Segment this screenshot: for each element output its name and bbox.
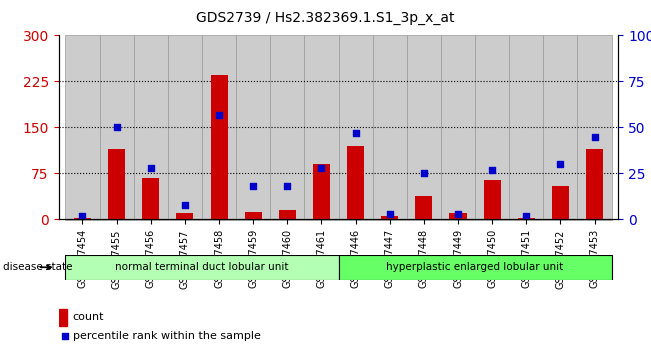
Bar xyxy=(544,35,577,220)
Point xyxy=(111,125,122,130)
Point xyxy=(555,161,566,167)
Point xyxy=(214,112,224,118)
Text: count: count xyxy=(73,312,104,322)
Point xyxy=(316,165,327,171)
Point xyxy=(487,167,497,173)
Bar xyxy=(65,35,100,220)
Bar xyxy=(441,35,475,220)
Bar xyxy=(407,35,441,220)
Text: disease state: disease state xyxy=(3,262,72,272)
Bar xyxy=(108,149,125,219)
FancyBboxPatch shape xyxy=(339,255,612,280)
Bar xyxy=(586,149,603,219)
Bar xyxy=(518,218,535,219)
Bar xyxy=(552,186,569,219)
Point xyxy=(77,213,88,219)
Point xyxy=(248,183,258,189)
Point xyxy=(385,211,395,217)
Bar xyxy=(168,35,202,220)
Bar xyxy=(142,178,159,219)
Point xyxy=(419,171,429,176)
Bar xyxy=(484,179,501,219)
Bar xyxy=(475,35,509,220)
Bar xyxy=(133,35,168,220)
Text: percentile rank within the sample: percentile rank within the sample xyxy=(73,331,260,341)
Bar xyxy=(245,212,262,219)
Point xyxy=(180,202,190,207)
Bar xyxy=(176,213,193,219)
Text: hyperplastic enlarged lobular unit: hyperplastic enlarged lobular unit xyxy=(387,262,564,272)
Point xyxy=(282,183,292,189)
Point xyxy=(146,165,156,171)
Bar xyxy=(372,35,407,220)
Bar xyxy=(509,35,544,220)
Bar xyxy=(313,164,330,219)
Bar xyxy=(202,35,236,220)
Text: GDS2739 / Hs2.382369.1.S1_3p_x_at: GDS2739 / Hs2.382369.1.S1_3p_x_at xyxy=(196,11,455,25)
FancyBboxPatch shape xyxy=(65,255,339,280)
Bar xyxy=(415,196,432,219)
Text: normal terminal duct lobular unit: normal terminal duct lobular unit xyxy=(115,262,289,272)
Bar xyxy=(74,218,91,219)
Point xyxy=(589,134,600,139)
Bar xyxy=(270,35,305,220)
Point xyxy=(395,226,405,232)
Bar xyxy=(100,35,133,220)
Point xyxy=(521,213,531,219)
Point xyxy=(350,130,361,136)
Bar xyxy=(236,35,270,220)
Bar xyxy=(381,216,398,219)
Bar xyxy=(339,35,372,220)
Bar xyxy=(210,75,228,219)
Point xyxy=(453,211,464,217)
Bar xyxy=(279,210,296,219)
Bar xyxy=(59,309,67,326)
Bar xyxy=(577,35,612,220)
Bar xyxy=(347,146,364,219)
Bar xyxy=(449,213,467,219)
Bar xyxy=(305,35,339,220)
